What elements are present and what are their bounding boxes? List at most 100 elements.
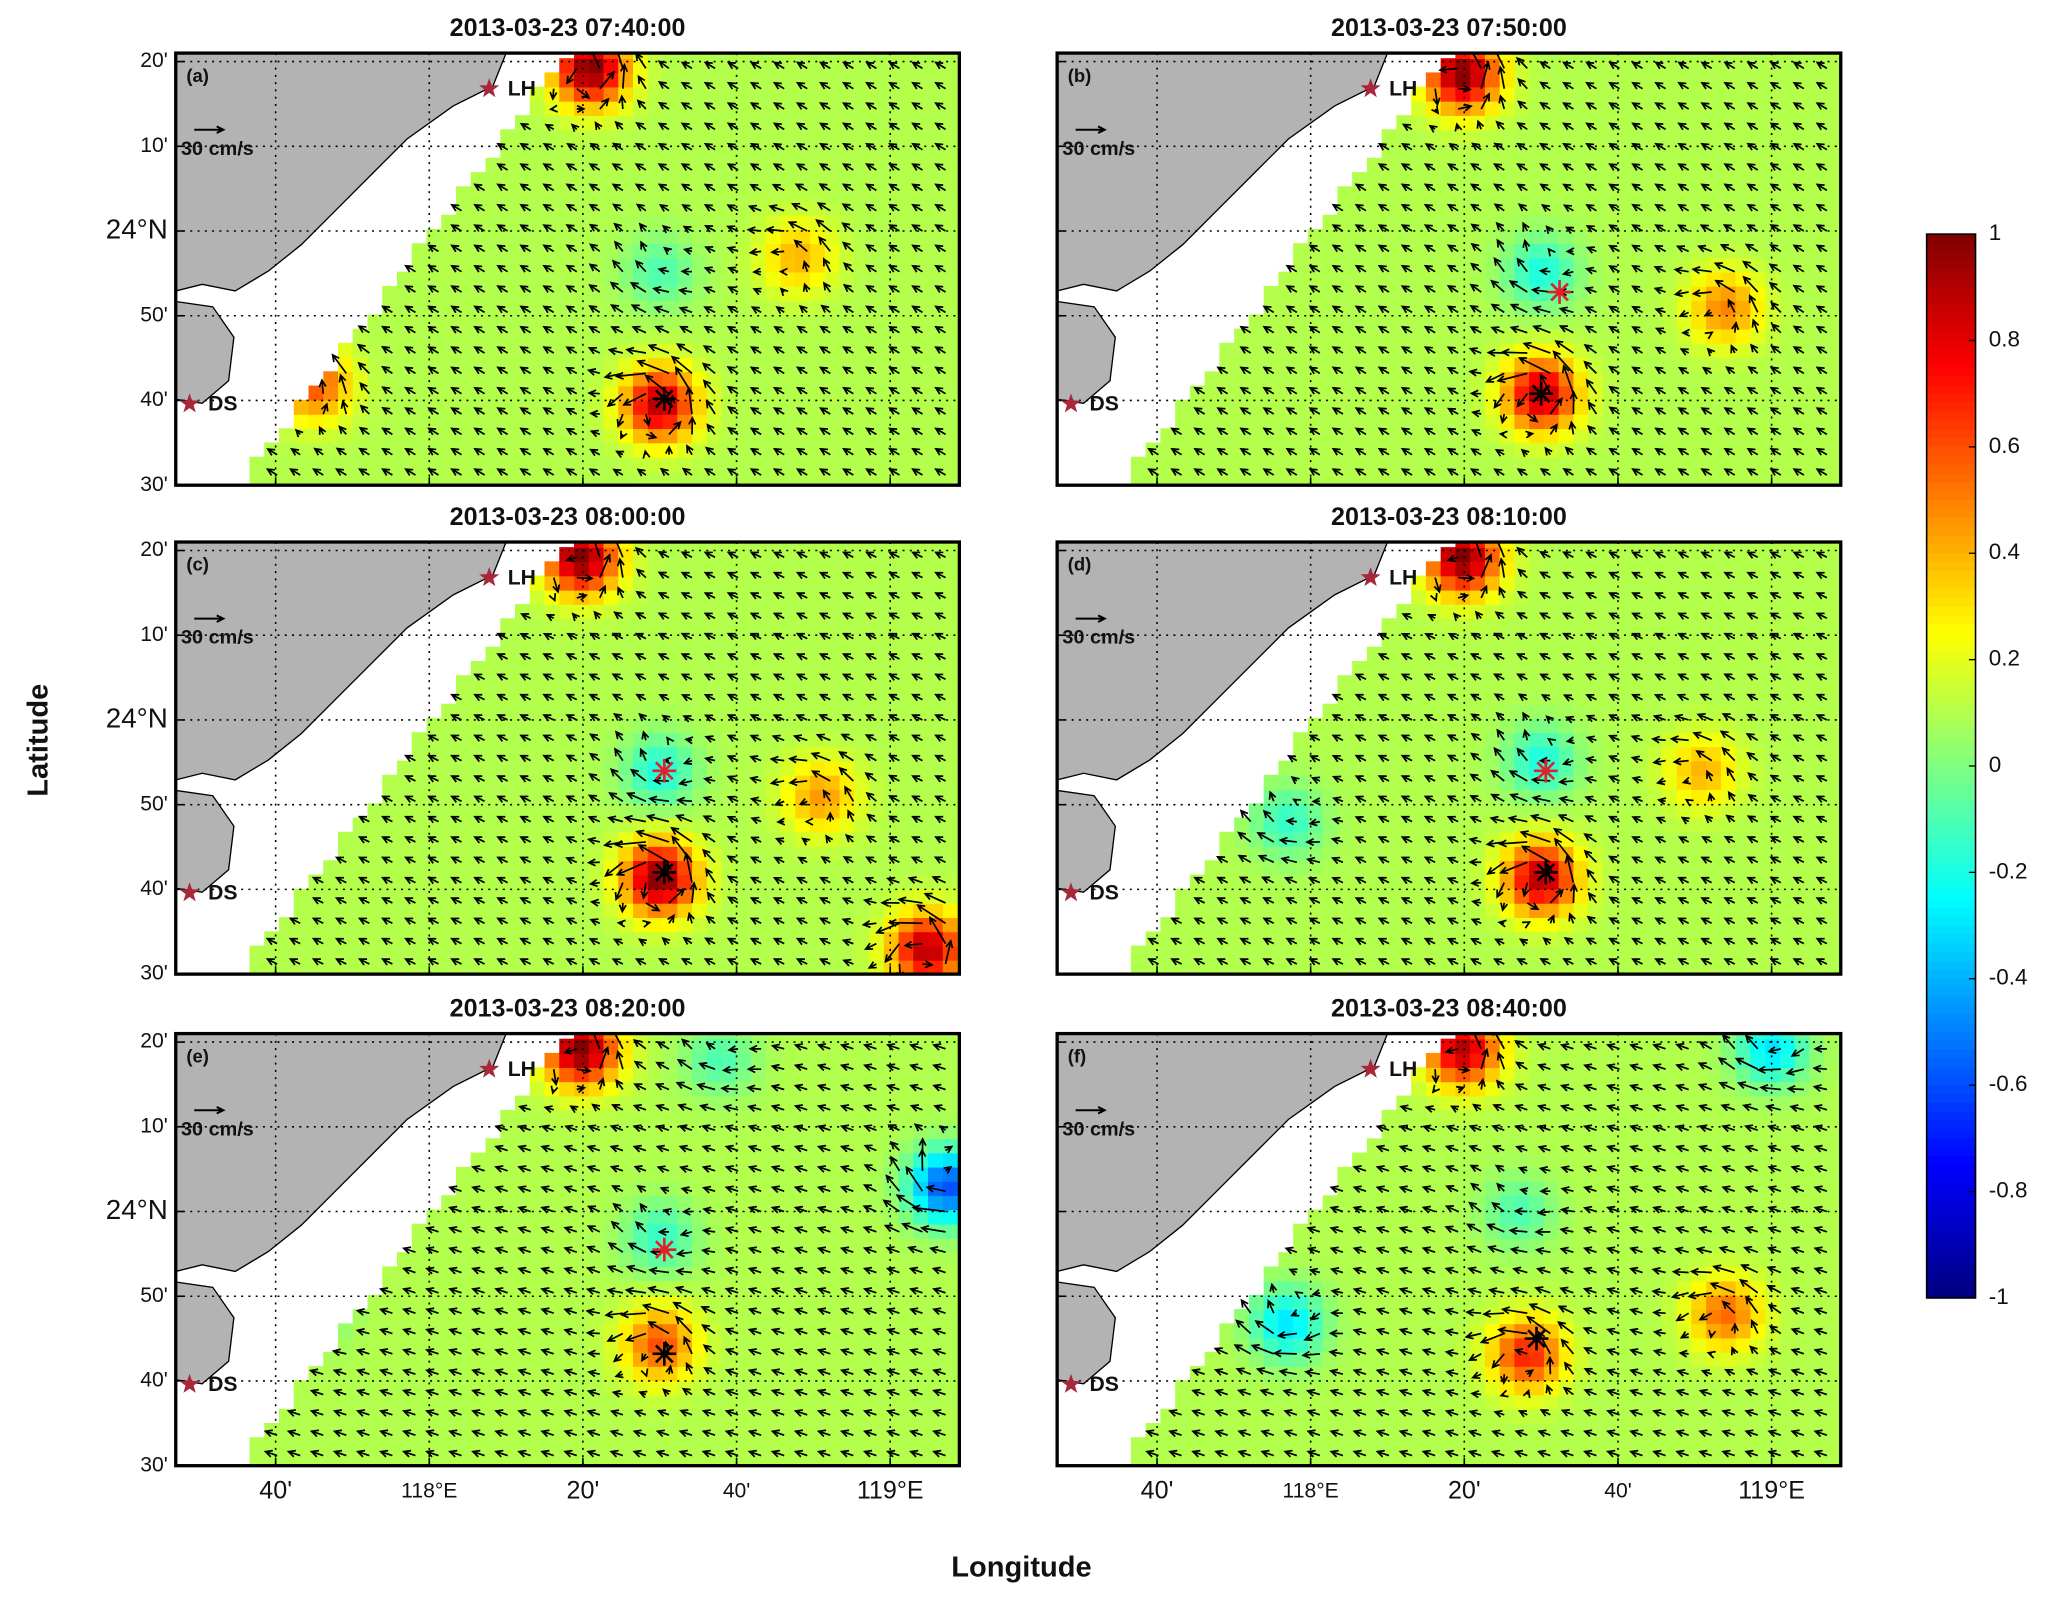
vorticity-cell (529, 789, 546, 805)
vorticity-cell (780, 888, 797, 904)
vorticity-cell (1543, 129, 1560, 145)
vorticity-cell (721, 314, 738, 330)
vorticity-cell (574, 157, 590, 173)
vorticity-cell (647, 817, 664, 833)
current-vector (1377, 427, 1390, 436)
vorticity-cell (942, 385, 959, 401)
current-vector (1769, 122, 1782, 131)
vorticity-cell (1750, 115, 1766, 131)
vorticity-cell (1381, 157, 1398, 173)
vorticity-cell (515, 271, 531, 287)
vorticity-cell (633, 399, 649, 415)
vorticity-cell (1293, 243, 1309, 259)
current-vector (427, 917, 439, 925)
vorticity-cell (1425, 100, 1442, 116)
vorticity-cell (913, 660, 929, 677)
vorticity-cell (765, 314, 782, 330)
current-vector (1377, 203, 1390, 212)
vorticity-cell (721, 328, 738, 344)
current-vector (473, 795, 485, 803)
current-vector (1585, 204, 1597, 212)
current-vector (473, 244, 486, 253)
vorticity-cell (1824, 58, 1840, 74)
vorticity-cell (706, 456, 723, 472)
vorticity-cell (839, 414, 856, 430)
vorticity-cell (647, 172, 664, 188)
current-vector (404, 836, 416, 844)
vorticity-cell (1632, 414, 1648, 430)
vorticity-cell (1381, 414, 1398, 430)
vorticity-cell (1514, 115, 1530, 131)
current-vector (1792, 224, 1805, 232)
vorticity-cell (1824, 328, 1840, 344)
current-vector (1815, 224, 1828, 232)
vorticity-cell (898, 547, 915, 563)
vorticity-cell (1514, 143, 1530, 159)
vorticity-cell (529, 399, 546, 415)
vorticity-cell (677, 746, 693, 762)
current-vector (311, 937, 324, 946)
current-vector (1608, 102, 1620, 110)
current-vector (702, 379, 716, 395)
vorticity-cell (323, 371, 339, 387)
vorticity-cell (647, 959, 664, 975)
vorticity-cell (692, 271, 708, 287)
current-vector (359, 381, 370, 395)
vorticity-cell (559, 129, 575, 145)
vorticity-cell (574, 931, 590, 947)
current-vector (616, 919, 626, 928)
current-vector (1722, 224, 1736, 232)
current-vector (1285, 386, 1298, 395)
current-vector (1446, 305, 1459, 314)
current-vector (1331, 468, 1344, 476)
current-vector (865, 856, 877, 864)
vorticity-cell (765, 689, 782, 705)
vorticity-cell (456, 399, 472, 415)
vorticity-cell (1824, 214, 1840, 230)
vorticity-cell (1307, 228, 1324, 245)
vorticity-cell (677, 470, 693, 486)
vorticity-cell (898, 314, 915, 330)
vorticity-cell (1484, 53, 1501, 59)
vorticity-cell (942, 931, 959, 947)
current-vector (929, 915, 947, 945)
vorticity-cell (1617, 470, 1634, 486)
panel-title: 2013-03-23 07:40:00 (450, 14, 686, 42)
current-vector (888, 244, 900, 253)
vorticity-cell (1588, 186, 1604, 202)
vorticity-cell (500, 888, 516, 904)
vorticity-cell (618, 803, 634, 819)
current-vector (496, 325, 509, 334)
current-vector (820, 304, 831, 314)
vorticity-cell (692, 442, 708, 458)
current-vector (818, 122, 831, 131)
current-vector (1490, 279, 1505, 293)
y-tick-label: 30' (140, 473, 168, 496)
current-vector (404, 856, 416, 864)
vorticity-cell (411, 902, 428, 918)
vorticity-cell (1779, 285, 1796, 301)
vorticity-cell (898, 604, 915, 620)
current-vector (1608, 163, 1620, 171)
vorticity-cell (588, 589, 605, 605)
current-vector (726, 61, 739, 70)
vorticity-cell (500, 129, 516, 145)
current-vector (790, 202, 808, 212)
vorticity-cell (441, 803, 457, 819)
vorticity-cell (1765, 53, 1781, 59)
vorticity-cell (338, 888, 354, 904)
vorticity-cell (1617, 228, 1634, 245)
vorticity-cell (1543, 428, 1560, 444)
vorticity-cell (706, 902, 723, 918)
vorticity-cell (942, 760, 959, 776)
vorticity-cell (323, 874, 339, 890)
vorticity-cell (721, 959, 738, 975)
vorticity-cell (721, 817, 738, 833)
vorticity-cell (1366, 243, 1383, 259)
vorticity-cell (441, 831, 457, 847)
current-vector (519, 386, 532, 395)
vorticity-cell (515, 660, 531, 677)
current-vector (772, 897, 785, 905)
vorticity-cell (854, 660, 870, 677)
vorticity-cell (824, 689, 841, 705)
